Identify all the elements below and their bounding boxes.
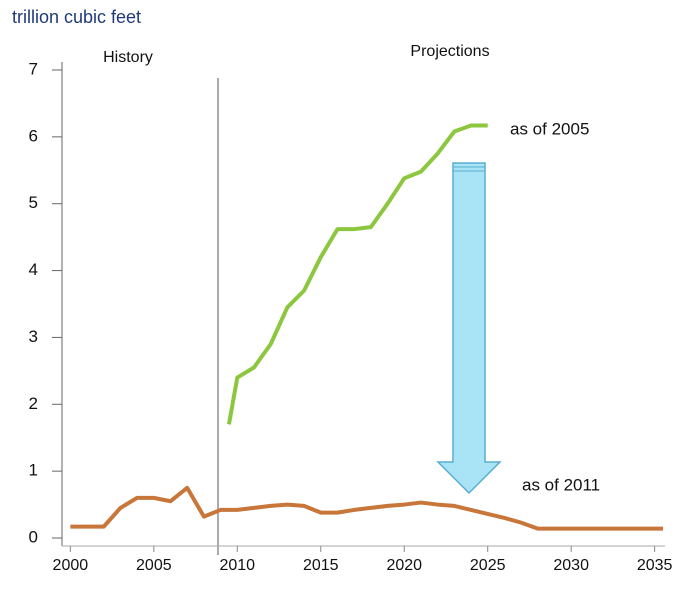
y-tick-label: 3 bbox=[29, 327, 38, 346]
series-line bbox=[226, 123, 488, 425]
y-tick-label: 4 bbox=[29, 260, 38, 279]
y-tick-label: 7 bbox=[29, 59, 38, 78]
series-label: as of 2005 bbox=[510, 119, 589, 138]
x-tick-label: 2005 bbox=[136, 557, 172, 574]
series-line bbox=[70, 485, 663, 531]
reduction-arrow bbox=[436, 162, 502, 495]
x-tick-label: 2020 bbox=[386, 557, 422, 574]
x-tick-label: 2025 bbox=[470, 557, 506, 574]
y-tick-label: 6 bbox=[29, 126, 38, 145]
y-tick-label: 0 bbox=[29, 527, 38, 546]
x-tick-label: 2015 bbox=[303, 557, 339, 574]
chart-title: trillion cubic feet bbox=[12, 7, 141, 27]
annotation: Projections bbox=[410, 43, 489, 60]
annotation: History bbox=[103, 49, 153, 66]
y-tick-label: 2 bbox=[29, 394, 38, 413]
y-tick-label: 1 bbox=[29, 461, 38, 480]
x-tick-label: 2035 bbox=[637, 557, 673, 574]
x-tick-label: 2010 bbox=[219, 557, 255, 574]
x-tick-label: 2000 bbox=[53, 557, 89, 574]
x-tick-label: 2030 bbox=[553, 557, 589, 574]
series-label: as of 2011 bbox=[522, 475, 600, 494]
y-tick-label: 5 bbox=[29, 193, 38, 212]
